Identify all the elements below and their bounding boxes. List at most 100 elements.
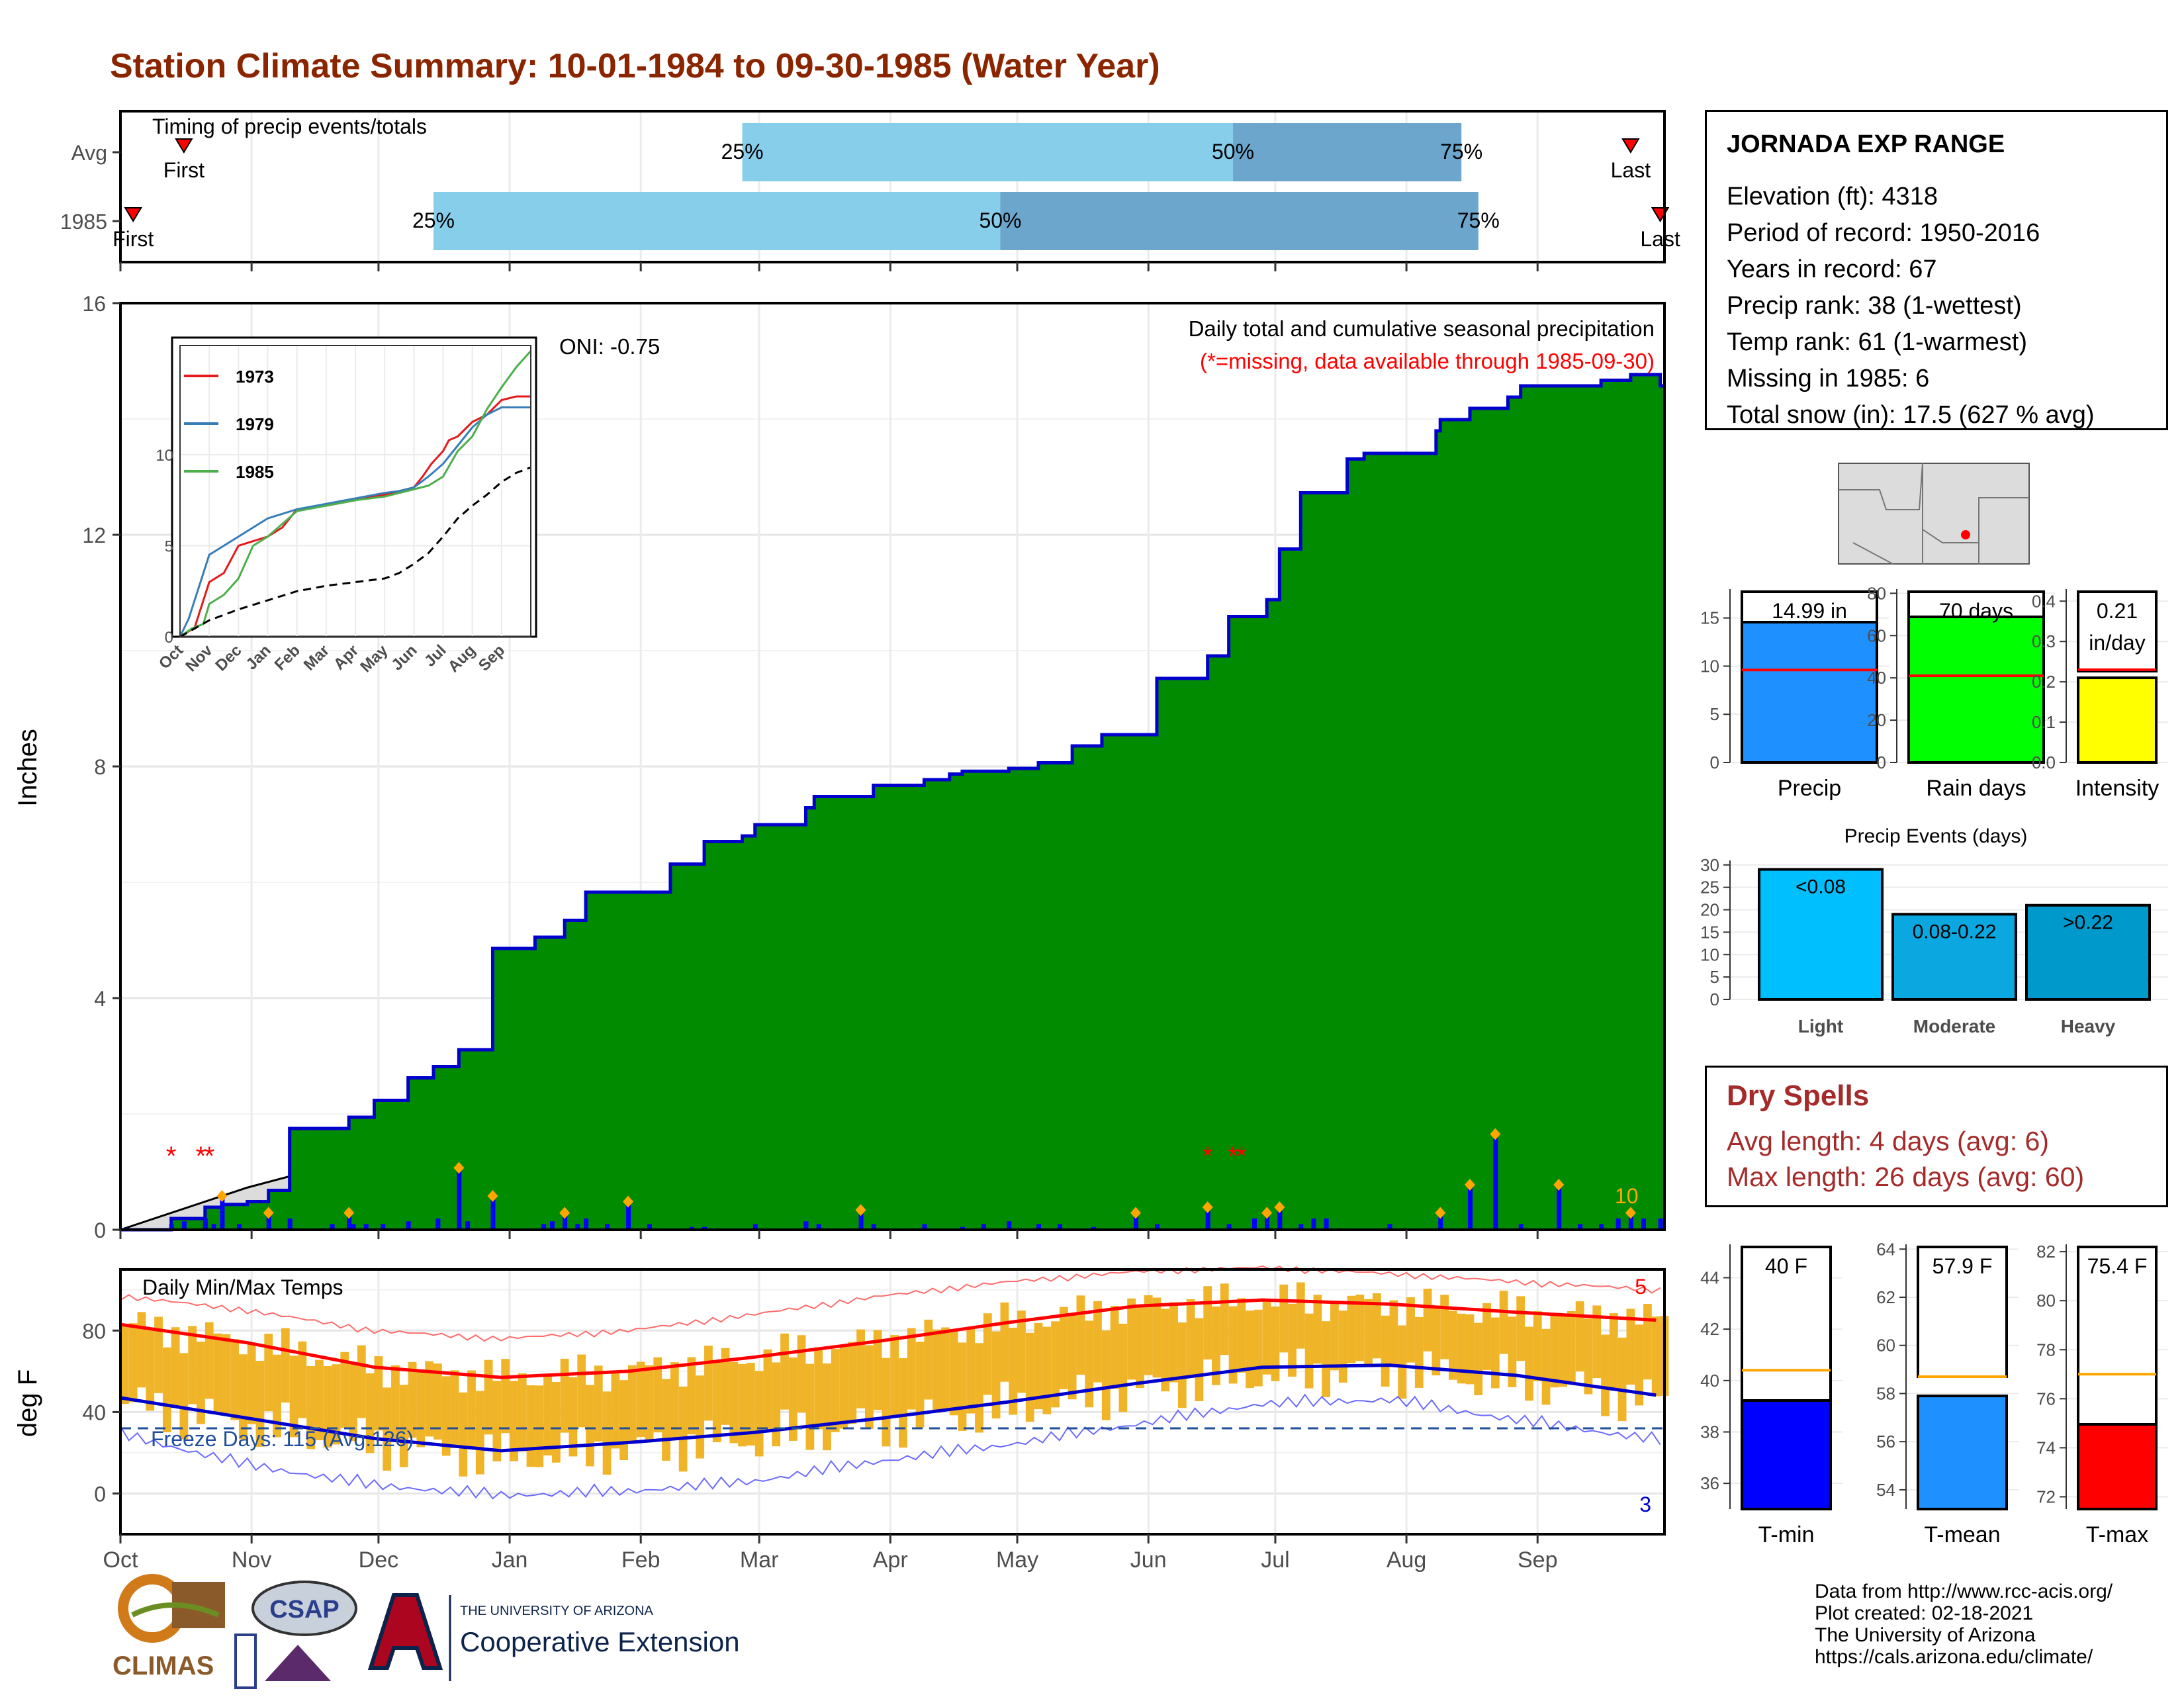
daily-temp-range bbox=[510, 1381, 518, 1461]
daily-temp-range bbox=[645, 1365, 654, 1442]
daily-precip-bar bbox=[575, 1224, 580, 1230]
daily-precip-bar bbox=[689, 1226, 694, 1230]
daily-temp-range bbox=[1195, 1318, 1204, 1402]
daily-precip-bar bbox=[211, 1224, 216, 1230]
inset-frame bbox=[179, 345, 531, 637]
events-bar-label: >0.22 bbox=[2063, 912, 2113, 934]
daily-precip-bar bbox=[1265, 1213, 1270, 1230]
daily-temp-range bbox=[1059, 1307, 1068, 1389]
daily-precip-bar bbox=[347, 1213, 352, 1230]
summary-ytick-label: 38 bbox=[1700, 1422, 1719, 1442]
summary-xlabel: T-mean bbox=[1924, 1522, 2000, 1547]
daily-precip-bar bbox=[541, 1224, 547, 1230]
summary-ytick-label: 0.4 bbox=[2032, 591, 2056, 611]
last-event-label: Last bbox=[1611, 158, 1651, 182]
heavy-event-marker bbox=[263, 1207, 274, 1219]
daily-temp-range bbox=[1423, 1288, 1432, 1352]
daily-precip-bar bbox=[1467, 1185, 1473, 1230]
daily-temp-range bbox=[958, 1342, 967, 1431]
daily-temp-range bbox=[154, 1316, 163, 1393]
temp-panel: Daily Min/Max Temps Freeze Days: 115 (Av… bbox=[13, 1230, 1669, 1573]
daily-precip-bar bbox=[1641, 1218, 1647, 1230]
summary-ytick-label: 42 bbox=[1700, 1319, 1719, 1339]
daily-temp-range bbox=[907, 1328, 916, 1410]
daily-temp-range bbox=[1533, 1311, 1542, 1381]
daily-temp-range bbox=[171, 1327, 180, 1406]
bar-scale-label: 10 bbox=[1615, 1184, 1639, 1208]
events-ytick-label: 15 bbox=[1700, 922, 1719, 942]
daily-temp-range bbox=[1347, 1295, 1356, 1363]
daily-temp-range bbox=[1406, 1297, 1415, 1363]
daily-temp-range bbox=[712, 1361, 721, 1443]
daily-temp-range bbox=[797, 1335, 806, 1413]
daily-temp-range bbox=[1525, 1326, 1533, 1401]
daily-temp-range bbox=[1051, 1321, 1060, 1408]
temp-ytick-label: 80 bbox=[82, 1319, 106, 1343]
first-event-marker bbox=[175, 138, 193, 154]
daily-temp-range bbox=[1127, 1298, 1136, 1380]
daily-temp-range bbox=[1228, 1306, 1238, 1384]
daily-temp-range bbox=[696, 1375, 705, 1459]
daily-temp-range bbox=[484, 1359, 493, 1435]
daily-temp-range bbox=[1246, 1310, 1254, 1389]
daily-precip-bar bbox=[203, 1218, 208, 1230]
daily-temp-range bbox=[1449, 1310, 1457, 1380]
summary-xlabel: Precip bbox=[1778, 776, 1841, 801]
events-ytick-label: 30 bbox=[1700, 855, 1719, 875]
missing-day-marker: * bbox=[196, 1142, 206, 1171]
daily-temp-range bbox=[1169, 1302, 1178, 1383]
daily-temp-range bbox=[746, 1363, 755, 1446]
heavy-event-marker bbox=[1625, 1207, 1636, 1219]
daily-temp-range bbox=[205, 1322, 214, 1399]
summary-ytick-label: 74 bbox=[2036, 1438, 2056, 1457]
daily-temp-range bbox=[729, 1361, 739, 1444]
daily-temp-range bbox=[864, 1345, 874, 1430]
daily-precip-bar bbox=[181, 1221, 187, 1230]
summary-value-label: 14.99 in bbox=[1772, 599, 1847, 623]
summary-xlabel: Rain days bbox=[1926, 776, 2026, 801]
heavy-event-marker bbox=[1202, 1201, 1213, 1213]
daily-precip-bar bbox=[702, 1226, 707, 1230]
heavy-event-marker bbox=[487, 1190, 498, 1202]
daily-precip-bar bbox=[858, 1210, 864, 1230]
daily-temp-range bbox=[475, 1391, 484, 1475]
daily-precip-bar bbox=[351, 1224, 356, 1230]
heavy-event-marker bbox=[1464, 1179, 1475, 1191]
timing-bar-50-75 bbox=[1233, 123, 1462, 181]
daily-temp-range bbox=[611, 1371, 620, 1449]
daily-temp-range bbox=[459, 1392, 468, 1477]
summary-ytick-label: 40 bbox=[1700, 1371, 1719, 1391]
precip-missing-note: (*=missing, data available through 1985-… bbox=[1200, 349, 1655, 373]
daily-temp-range bbox=[662, 1379, 670, 1461]
daily-temp-range bbox=[1559, 1314, 1567, 1387]
daily-precip-bar bbox=[1518, 1224, 1524, 1230]
daily-temp-range bbox=[636, 1361, 645, 1438]
daily-temp-range bbox=[543, 1376, 552, 1456]
daily-temp-range bbox=[1186, 1299, 1195, 1378]
summary-ytick-label: 0 bbox=[1877, 753, 1886, 772]
heavy-event-marker bbox=[1261, 1207, 1273, 1219]
precip-ytick-label: 0 bbox=[94, 1218, 106, 1242]
daily-precip-bar bbox=[220, 1196, 225, 1230]
timing-bar-50-75 bbox=[1000, 192, 1479, 250]
daily-temp-range bbox=[526, 1385, 535, 1467]
daily-temp-range bbox=[873, 1330, 882, 1410]
events-ytick-label: 25 bbox=[1700, 878, 1719, 897]
daily-temp-range bbox=[721, 1348, 730, 1425]
daily-temp-range bbox=[197, 1342, 205, 1424]
first-event-marker bbox=[124, 207, 142, 222]
daily-temp-range bbox=[1330, 1301, 1339, 1371]
daily-precip-bar bbox=[435, 1218, 441, 1230]
daily-temp-range bbox=[763, 1349, 772, 1430]
summary-ytick-label: 0.2 bbox=[2032, 672, 2056, 692]
summary-bar bbox=[2077, 1412, 2158, 1511]
heavy-event-marker bbox=[343, 1207, 355, 1219]
daily-temp-range bbox=[408, 1361, 417, 1438]
daily-temp-range bbox=[933, 1329, 942, 1413]
summary-ytick-label: 0.3 bbox=[2032, 631, 2056, 651]
events-ytick-label: 0 bbox=[1710, 989, 1719, 1009]
summary-ytick-label: 36 bbox=[1700, 1473, 1719, 1493]
climas-logo bbox=[118, 1574, 225, 1643]
precip-annotation: Daily total and cumulative seasonal prec… bbox=[1189, 316, 1655, 341]
month-label: Oct bbox=[103, 1547, 138, 1573]
